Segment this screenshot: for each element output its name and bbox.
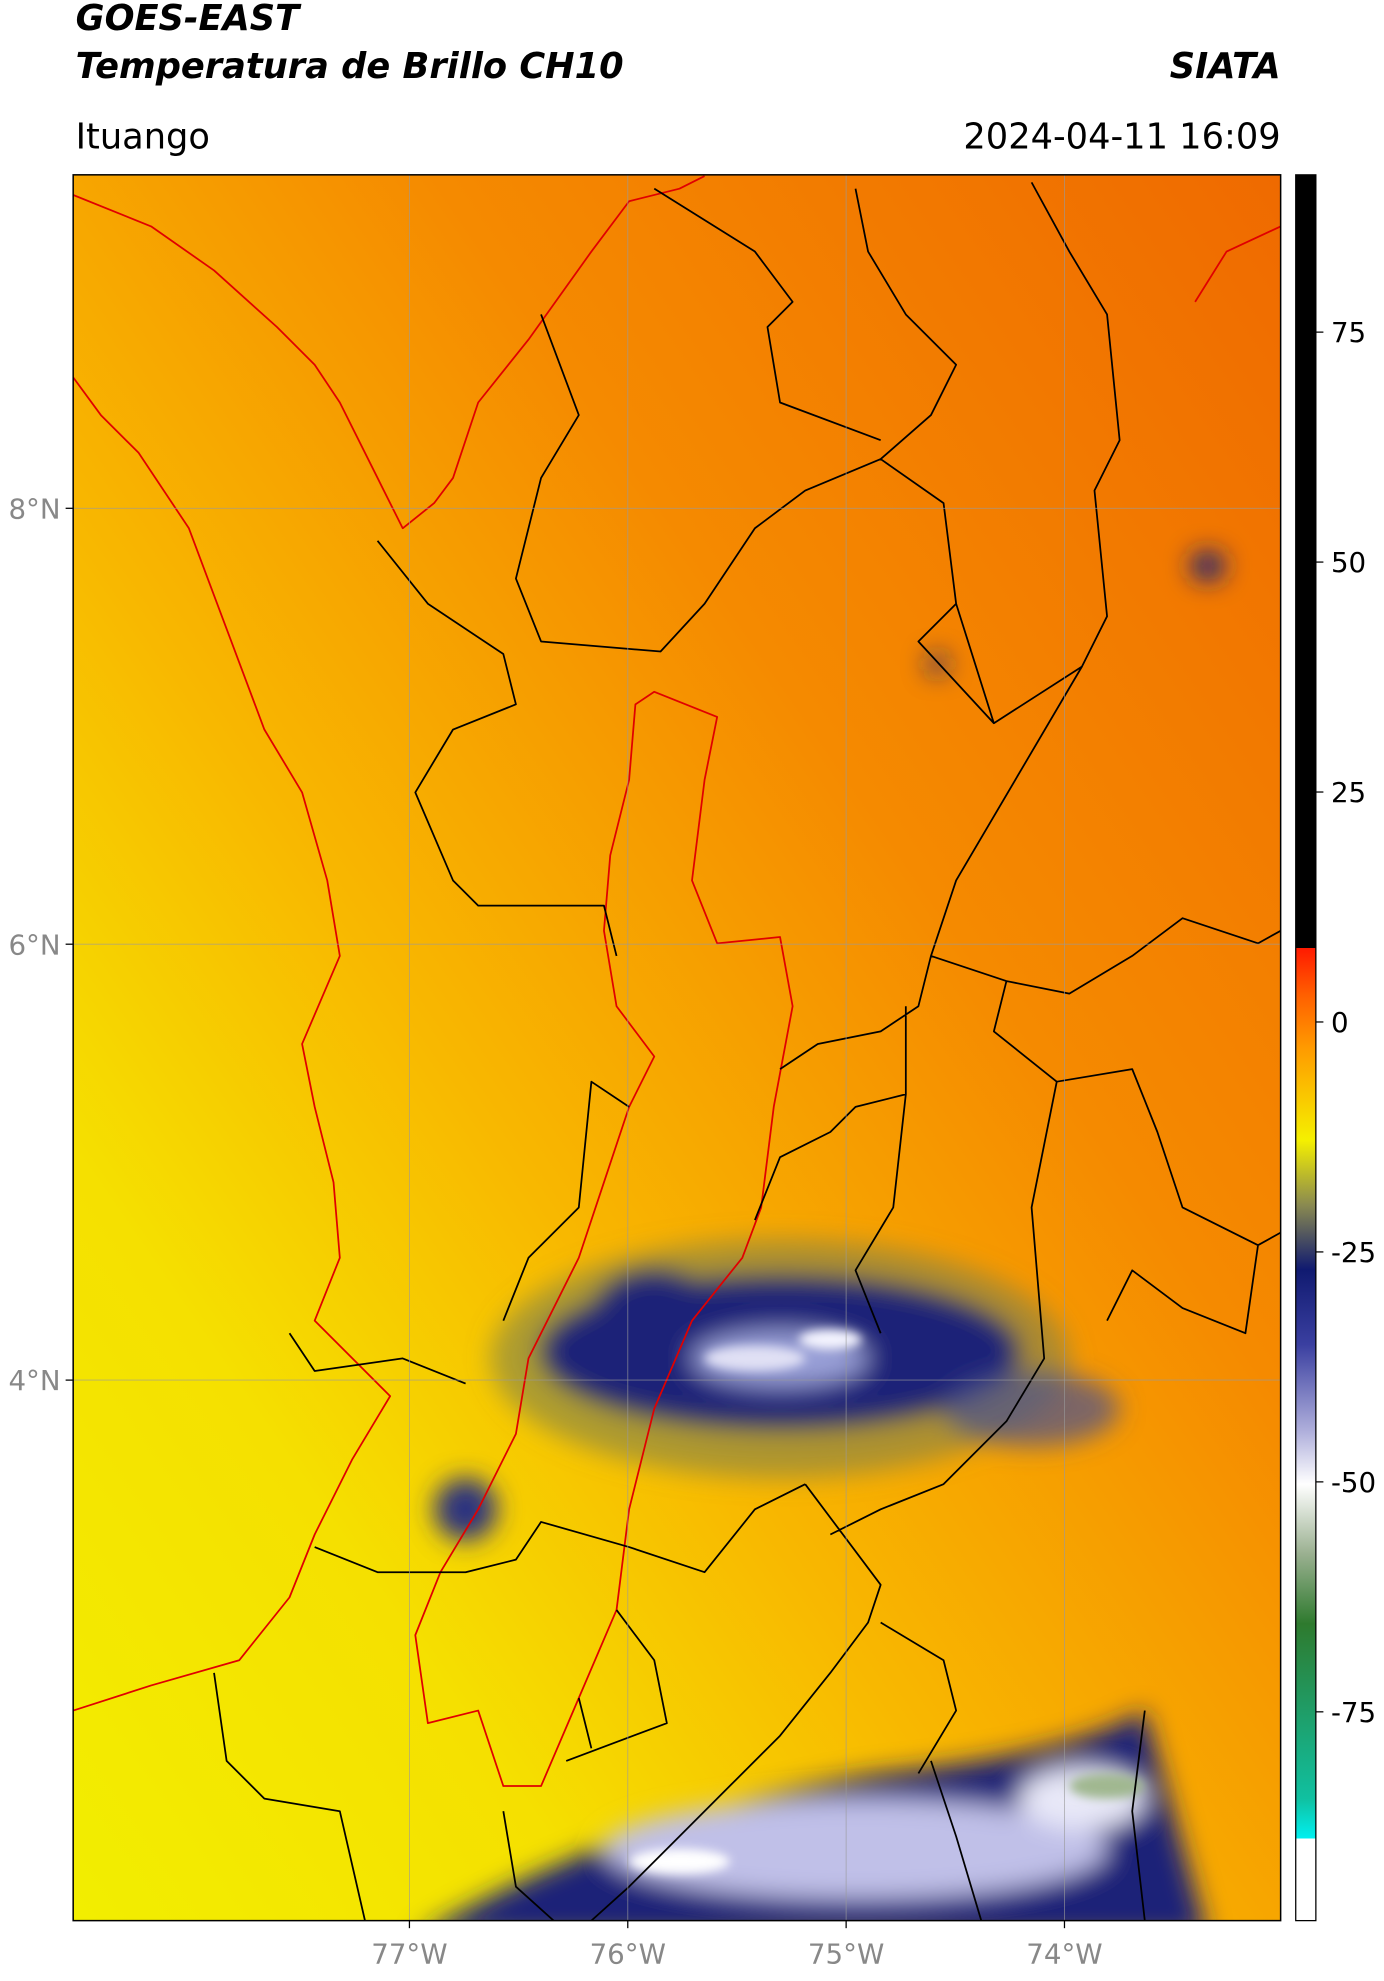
subtitle: Temperatura de Brillo CH10 — [76, 46, 624, 87]
colorbar-tick-label: 50 — [1331, 546, 1366, 579]
colorbar-tick-label: 75 — [1331, 316, 1366, 349]
grid — [73, 174, 1281, 1921]
colorbar-tick-label: -25 — [1331, 1236, 1376, 1269]
y-tick-label: 8°N — [8, 492, 60, 525]
cloud-texture — [629, 1329, 1145, 1875]
title: GOES-EAST — [76, 0, 302, 39]
location: Ituango — [76, 116, 210, 157]
x-tick-label: 75°W — [808, 1937, 884, 1970]
x-tick-label: 76°W — [590, 1937, 666, 1970]
colorbar-tick-label: -50 — [1331, 1466, 1376, 1499]
map-background — [73, 174, 1281, 1921]
coastline — [73, 175, 1281, 1787]
map-frame — [72, 174, 1282, 1922]
colorbar-tick-label: -75 — [1331, 1696, 1376, 1729]
admin-borders — [213, 181, 1281, 1921]
y-tick-label: 6°N — [8, 928, 60, 961]
cloud-field — [434, 550, 1226, 1921]
y-tick-label: 4°N — [8, 1364, 60, 1397]
x-tick-label: 74°W — [1026, 1937, 1102, 1970]
datetime: 2024-04-11 16:09 — [963, 116, 1280, 157]
colorbar — [1295, 174, 1317, 1922]
source: SIATA — [1170, 46, 1281, 87]
map — [73, 174, 1281, 1921]
colorbar-tick-label: 0 — [1331, 1006, 1349, 1039]
x-tick-label: 77°W — [371, 1937, 447, 1970]
colorbar-tick-label: 25 — [1331, 776, 1366, 809]
